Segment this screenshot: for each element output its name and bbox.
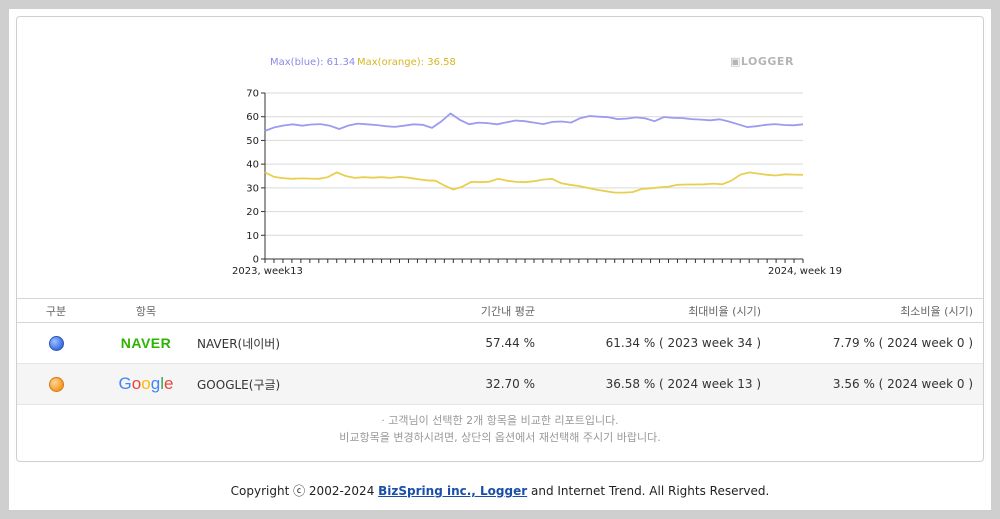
row-max: 61.34 % ( 2023 week 34 ) [536, 322, 762, 364]
google-logo-letter: o [141, 374, 151, 393]
legend-max-blue: Max(blue): 61.34 [270, 57, 355, 68]
y-tick-label: 50 [246, 136, 259, 147]
legend-max-orange: Max(orange): 36.58 [357, 57, 456, 68]
row-name: NAVER(네이버) [197, 322, 418, 364]
line-chart: Max(blue): 61.34 Max(orange): 36.58 0 10 2… [232, 57, 842, 277]
google-logo-letter: l [160, 374, 164, 393]
table-header-row: 구분 항목 기간내 평균 최대비율 (시기) 최소비율 (시기) [17, 298, 983, 323]
table-row: Google GOOGLE(구글) 32.70 % 36.58 % ( 2024… [17, 363, 983, 405]
orange-dot-icon [48, 376, 64, 392]
footer: Copyright ⓒ 2002-2024 BizSpring inc., Lo… [0, 482, 1000, 499]
google-logo-letter: e [163, 374, 174, 393]
y-tick-label: 30 [246, 183, 259, 194]
logger-logo: ▣LOGGER [730, 55, 794, 68]
google-logo-letter: g [150, 374, 161, 393]
header-average: 기간내 평균 [418, 298, 536, 323]
series-line-orange [264, 171, 804, 194]
row-max: 36.58 % ( 2024 week 13 ) [536, 363, 762, 405]
naver-logo: NAVER [120, 335, 172, 351]
logger-logo-icon: ▣ [730, 55, 741, 68]
row-min: 3.56 % ( 2024 week 0 ) [762, 363, 983, 405]
google-logo: Google [119, 374, 174, 393]
x-end-label: 2024, week 19 [768, 266, 842, 277]
row-average: 57.44 % [418, 322, 536, 364]
footer-prefix: Copyright ⓒ 2002-2024 [230, 484, 379, 498]
header-kind: 구분 [17, 298, 95, 323]
y-tick-label: 70 [246, 89, 259, 100]
header-item: 항목 [95, 298, 197, 323]
logger-logo-text: LOGGER [740, 55, 794, 68]
y-tick-label: 10 [246, 231, 259, 242]
row-min: 7.79 % ( 2024 week 0 ) [762, 322, 983, 364]
google-logo-letter: o [131, 374, 142, 393]
chart-series [264, 112, 804, 194]
y-tick-label: 20 [246, 207, 259, 218]
chart-grid [265, 92, 803, 236]
report-note-2: 비교항목을 변경하시려면, 상단의 옵션에서 재선택해 주시기 바랍니다. [339, 431, 661, 444]
chart-axes: 0 10 20 30 40 50 60 70 [246, 89, 804, 266]
table-row: NAVER NAVER(네이버) 57.44 % 61.34 % ( 2023 … [17, 322, 983, 364]
row-average: 32.70 % [418, 363, 536, 405]
y-tick-label: 40 [246, 160, 259, 171]
y-tick-label: 60 [246, 112, 259, 123]
header-name [197, 298, 418, 323]
comparison-table: 구분 항목 기간내 평균 최대비율 (시기) 최소비율 (시기) NAVER N… [17, 298, 983, 405]
footer-link[interactable]: BizSpring inc., Logger [378, 484, 528, 498]
google-logo-letter: G [118, 374, 132, 393]
series-line-blue [264, 112, 804, 132]
row-name: GOOGLE(구글) [197, 363, 418, 405]
header-max: 최대비율 (시기) [536, 298, 762, 323]
report-note-1: · 고객님이 선택한 2개 항목을 비교한 리포트입니다. [381, 414, 619, 427]
x-start-label: 2023, week13 [232, 266, 303, 277]
blue-dot-icon [48, 335, 64, 351]
footer-suffix: and Internet Trend. All Rights Reserved. [527, 484, 770, 498]
y-tick-label: 0 [253, 255, 259, 266]
header-min: 최소비율 (시기) [762, 298, 983, 323]
